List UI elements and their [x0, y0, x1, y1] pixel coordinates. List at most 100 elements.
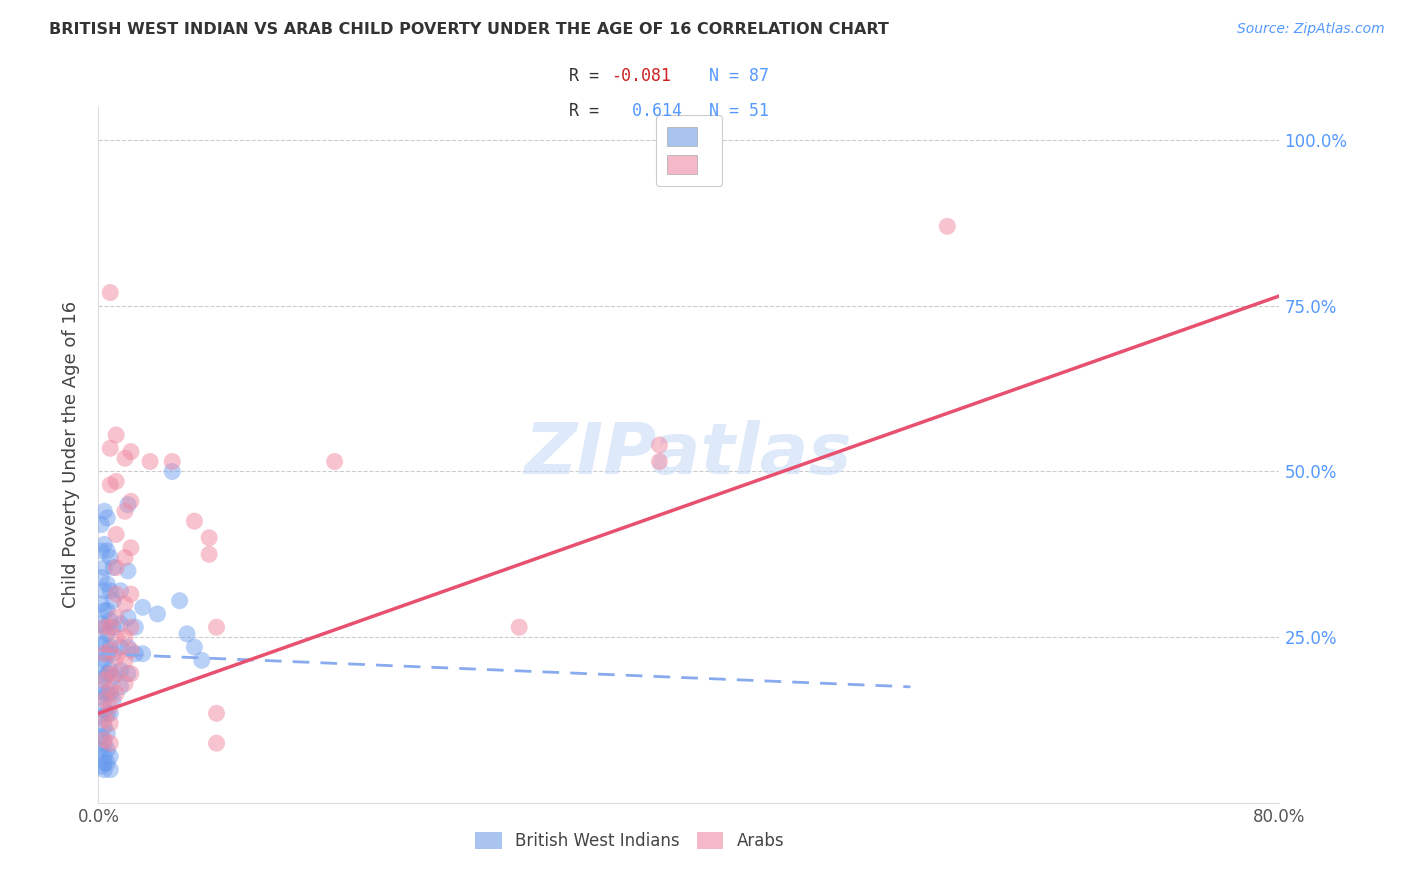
Point: [105, 587, 128, 601]
Point: [936, 219, 959, 234]
Point: [98, 285, 121, 300]
Point: [96, 511, 118, 525]
Point: [105, 686, 128, 700]
Point: [93, 620, 115, 634]
Point: [93, 604, 115, 618]
Text: N = 87: N = 87: [689, 67, 769, 85]
Point: [117, 498, 139, 512]
Point: [96, 544, 118, 558]
Point: [105, 428, 128, 442]
Text: BRITISH WEST INDIAN VS ARAB CHILD POVERTY UNDER THE AGE OF 16 CORRELATION CHART: BRITISH WEST INDIAN VS ARAB CHILD POVERT…: [49, 22, 889, 37]
Point: [98, 620, 121, 634]
Point: [205, 706, 228, 721]
Point: [105, 610, 128, 624]
Point: [103, 593, 125, 607]
Point: [120, 666, 142, 681]
Point: [124, 620, 146, 634]
Point: [162, 465, 183, 479]
Point: [93, 749, 115, 764]
Point: [120, 587, 142, 601]
Point: [120, 620, 142, 634]
Point: [110, 583, 132, 598]
Point: [98, 614, 121, 628]
Point: [124, 647, 146, 661]
Point: [93, 720, 115, 734]
Point: [90, 616, 112, 631]
Point: [93, 670, 115, 684]
Point: [90, 709, 112, 723]
Point: [132, 600, 155, 615]
Point: [96, 756, 118, 770]
Point: [93, 756, 115, 770]
Point: [103, 620, 125, 634]
Point: [90, 730, 112, 744]
Point: [120, 444, 142, 458]
Point: [198, 531, 221, 545]
Point: [103, 670, 125, 684]
Point: [96, 743, 118, 757]
Legend: British West Indians, Arabs: British West Indians, Arabs: [468, 826, 792, 857]
Point: [96, 686, 118, 700]
Point: [114, 451, 136, 466]
Point: [114, 550, 136, 565]
Point: [90, 759, 112, 773]
Point: [90, 517, 112, 532]
Point: [98, 763, 121, 777]
Point: [105, 666, 128, 681]
Point: [508, 620, 530, 634]
Point: [105, 560, 128, 574]
Point: [117, 564, 139, 578]
Point: [93, 637, 115, 651]
Point: [120, 643, 142, 657]
Point: [98, 706, 121, 721]
Point: [132, 647, 155, 661]
Point: [93, 504, 115, 518]
Point: [93, 693, 115, 707]
Point: [93, 763, 115, 777]
Point: [98, 736, 121, 750]
Point: [114, 630, 136, 644]
Point: [110, 680, 132, 694]
Point: [176, 627, 198, 641]
Point: [114, 504, 136, 518]
Point: [93, 736, 115, 750]
Point: [183, 514, 205, 528]
Point: [105, 630, 128, 644]
Point: [110, 663, 132, 677]
Point: [139, 454, 162, 468]
Point: [93, 537, 115, 551]
Text: -0.081: -0.081: [612, 67, 672, 85]
Point: [98, 683, 121, 698]
Point: [162, 454, 183, 468]
Point: [93, 647, 115, 661]
Point: [105, 475, 128, 489]
Point: [191, 653, 214, 667]
Point: [205, 620, 228, 634]
Point: [98, 442, 121, 456]
Point: [98, 716, 121, 731]
Point: [120, 494, 142, 508]
Point: [117, 666, 139, 681]
Point: [146, 607, 169, 621]
Point: [93, 673, 115, 688]
Text: 0.614: 0.614: [612, 102, 682, 120]
Point: [98, 699, 121, 714]
Point: [93, 620, 115, 634]
Text: Source: ZipAtlas.com: Source: ZipAtlas.com: [1237, 22, 1385, 37]
Point: [183, 640, 205, 654]
Point: [96, 706, 118, 721]
Point: [103, 560, 125, 574]
Point: [93, 732, 115, 747]
Point: [90, 673, 112, 688]
Point: [103, 647, 125, 661]
Point: [90, 743, 112, 757]
Point: [117, 640, 139, 654]
Point: [93, 686, 115, 700]
Point: [93, 560, 115, 574]
Point: [93, 713, 115, 727]
Point: [96, 666, 118, 681]
Point: [98, 640, 121, 654]
Point: [169, 593, 191, 607]
Point: [110, 616, 132, 631]
Point: [98, 666, 121, 681]
